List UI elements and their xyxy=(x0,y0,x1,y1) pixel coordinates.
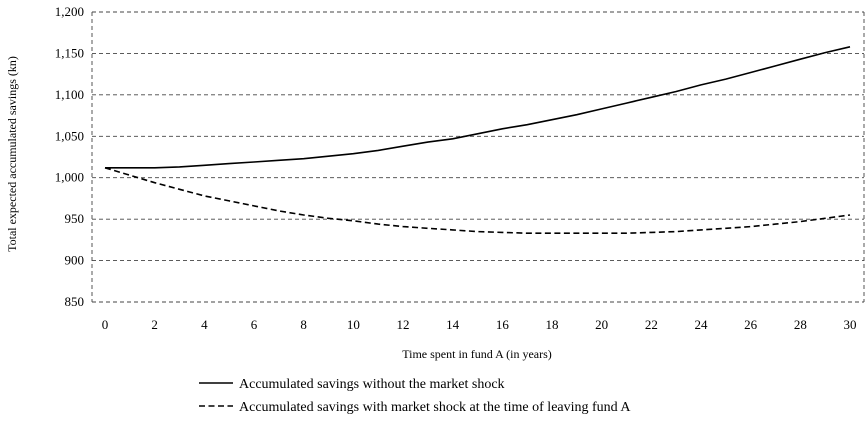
x-tick-label: 28 xyxy=(794,317,807,332)
x-tick-label: 16 xyxy=(496,317,510,332)
x-tick-label: 12 xyxy=(397,317,410,332)
legend: Accumulated savings without the market s… xyxy=(199,377,631,415)
y-tick-label: 1,050 xyxy=(55,128,84,143)
y-tick-label: 900 xyxy=(65,253,85,268)
data-series xyxy=(104,46,851,234)
y-tick-label: 1,200 xyxy=(55,4,84,19)
x-tick-label: 20 xyxy=(595,317,608,332)
x-tick-label: 8 xyxy=(300,317,307,332)
series-line-1 xyxy=(105,46,851,169)
x-tick-label: 2 xyxy=(151,317,158,332)
x-tick-label: 26 xyxy=(744,317,758,332)
y-tick-label: 850 xyxy=(65,294,85,309)
x-axis-title: Time spent in fund A (in years) xyxy=(402,347,552,361)
y-axis-title: Total expected accumulated savings (kn) xyxy=(5,56,19,252)
gridlines xyxy=(91,11,865,303)
x-tick-label: 14 xyxy=(446,317,460,332)
x-tick-label: 24 xyxy=(695,317,709,332)
y-axis-ticks: 850 900 950 1,000 1,050 1,100 1,150 1,200 xyxy=(55,4,84,309)
y-tick-label: 1,100 xyxy=(55,87,84,102)
legend-label-1: Accumulated savings without the market s… xyxy=(239,377,505,392)
x-tick-label: 0 xyxy=(102,317,109,332)
x-axis-ticks: 0 2 4 6 8 10 12 14 16 18 20 22 24 26 28 30 xyxy=(102,317,857,332)
y-tick-label: 950 xyxy=(65,211,85,226)
x-tick-label: 4 xyxy=(201,317,208,332)
y-tick-label: 1,150 xyxy=(55,45,84,60)
x-tick-label: 18 xyxy=(546,317,559,332)
x-tick-label: 6 xyxy=(251,317,258,332)
x-tick-label: 22 xyxy=(645,317,658,332)
series-line-2 xyxy=(104,167,851,234)
x-tick-label: 30 xyxy=(844,317,857,332)
y-tick-label: 1,000 xyxy=(55,170,84,185)
legend-label-2: Accumulated savings with market shock at… xyxy=(239,400,631,415)
x-tick-label: 10 xyxy=(347,317,360,332)
